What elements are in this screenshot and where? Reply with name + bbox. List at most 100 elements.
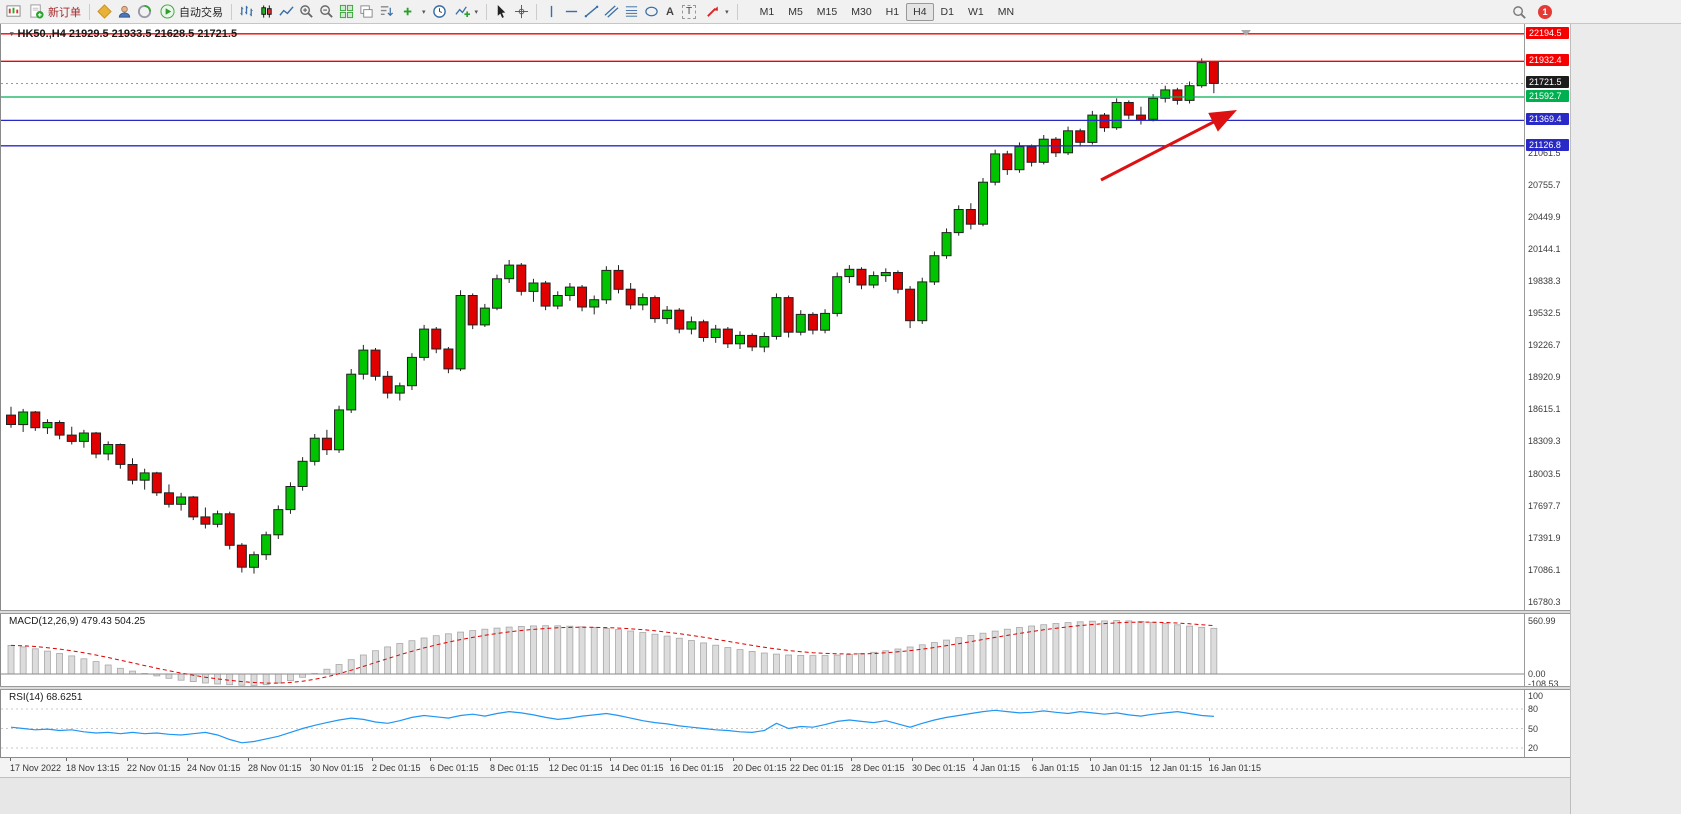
macd-histogram-bar [1161, 622, 1169, 675]
arrows-icon [703, 2, 722, 21]
zoom-out-icon[interactable] [317, 2, 336, 21]
tile-windows-icon[interactable] [337, 2, 356, 21]
candle-body [334, 409, 345, 451]
toolbar-right: 1 [1510, 0, 1552, 24]
candle-body [163, 492, 174, 505]
macd-histogram-bar [566, 625, 574, 675]
macd-histogram-bar [736, 649, 744, 675]
label-tool-icon[interactable]: T [681, 4, 697, 19]
candlestick-chart [1, 30, 1524, 574]
price-line-label: 21592.7 [1526, 90, 1569, 102]
cursor-icon[interactable] [492, 2, 511, 21]
indicators-button[interactable]: ▾ [450, 1, 482, 22]
candle-body [346, 373, 357, 411]
candle-body [236, 544, 247, 568]
panel-splitter[interactable] [0, 610, 1570, 614]
shapes-icon[interactable] [642, 2, 661, 21]
candle-body [1184, 85, 1195, 101]
timeframe-w1[interactable]: W1 [967, 5, 984, 18]
chart-shift-marker[interactable] [1241, 30, 1251, 36]
cascade-windows-icon[interactable] [357, 2, 376, 21]
time-axis-label: 14 Dec 01:15 [610, 763, 664, 773]
clock-icon[interactable] [430, 2, 449, 21]
price-axis-tick: 18003.5 [1528, 469, 1561, 479]
main-chart-panel[interactable]: ▾ HK50.,H4 21929.5 21933.5 21628.5 21721… [0, 24, 1524, 610]
candle-body [674, 309, 685, 330]
profile-icon[interactable] [115, 2, 134, 21]
time-axis-label: 30 Dec 01:15 [912, 763, 966, 773]
arrows-button[interactable]: ▾ [700, 1, 732, 22]
time-axis-label: 6 Jan 01:15 [1032, 763, 1080, 773]
vertical-line-icon[interactable] [542, 2, 561, 21]
macd-histogram-bar [615, 629, 622, 675]
indicators-icon [453, 2, 472, 21]
price-axis[interactable]: 21061.5 20755.7 20449.9 20144.1 19838.3 19532… [1524, 24, 1570, 610]
time-axis-tick [1090, 758, 1091, 761]
crosshair-icon[interactable] [512, 2, 531, 21]
candle-body [722, 328, 733, 345]
horizontal-line-icon[interactable] [562, 2, 581, 21]
algo-trading-button[interactable]: 自动交易 [155, 1, 226, 22]
macd-histogram-bar [250, 673, 258, 686]
trend-arrow-object[interactable] [1100, 109, 1238, 182]
macd-histogram-bar [116, 667, 124, 675]
candle-body [18, 411, 29, 426]
time-axis[interactable]: 17 Nov 2022 18 Nov 13:15 22 Nov 01:15 24 No… [0, 757, 1570, 777]
macd-histogram-bar [493, 627, 501, 675]
timeframe-m1[interactable]: M1 [759, 5, 775, 18]
time-axis-label: 18 Nov 13:15 [66, 763, 120, 773]
candle-body [601, 269, 612, 301]
candlestick-icon[interactable] [257, 2, 276, 21]
candle-body [1002, 153, 1013, 171]
candle-body [176, 496, 187, 505]
timeframe-h4[interactable]: H4 [906, 2, 934, 21]
timeframe-d1[interactable]: D1 [940, 5, 954, 18]
metaquotes-icon[interactable] [95, 2, 114, 21]
line-chart-icon[interactable] [277, 2, 296, 21]
rsi-label: RSI(14) 68.6251 [9, 692, 83, 703]
timeframe-group: M1 M5 M15 M30 H1 H4 D1 W1 MN [753, 2, 1021, 21]
macd-histogram-bar [1088, 620, 1096, 675]
candle-body [917, 281, 928, 322]
timeframe-h1[interactable]: H1 [885, 5, 900, 18]
notification-badge[interactable]: 1 [1538, 5, 1552, 19]
rsi-axis[interactable]: 100 80 50 20 [1524, 690, 1570, 757]
macd-axis[interactable]: 560.99 0.00 -108.53 [1524, 614, 1570, 689]
new-window-button[interactable]: ▾ [397, 1, 429, 22]
candle-body [1014, 146, 1025, 171]
candle-body [978, 181, 988, 225]
text-tool-icon[interactable]: A [666, 5, 674, 18]
rsi-chart [1, 708, 1524, 749]
macd-histogram-bar [590, 627, 598, 675]
chart-title-caret-icon[interactable]: ▾ [10, 31, 14, 38]
macd-histogram-bar [627, 630, 635, 675]
time-axis-tick [912, 758, 913, 761]
community-icon[interactable] [135, 2, 154, 21]
new-order-button[interactable]: 新订单 [24, 1, 84, 22]
timeframe-m15[interactable]: M15 [816, 5, 838, 18]
rsi-panel[interactable]: RSI(14) 68.6251 [0, 690, 1524, 757]
candle-body [30, 411, 41, 429]
trendline-icon[interactable] [582, 2, 601, 21]
time-axis-tick [1209, 758, 1210, 761]
timeframe-m5[interactable]: M5 [788, 5, 803, 18]
timeframe-m30[interactable]: M30 [851, 5, 872, 18]
channel-icon[interactable] [602, 2, 621, 21]
macd-histogram-bar [19, 646, 27, 675]
macd-histogram-bar [700, 642, 707, 675]
arrange-windows-icon[interactable] [377, 2, 396, 21]
new-chart-icon[interactable] [4, 2, 23, 21]
fibonacci-icon[interactable] [622, 2, 641, 21]
timeframe-mn[interactable]: MN [997, 5, 1015, 18]
candle-body [759, 336, 770, 348]
macd-histogram-bar [505, 626, 513, 675]
bar-chart-icon[interactable] [237, 2, 256, 21]
macd-histogram-bar [517, 625, 525, 675]
panel-splitter[interactable] [0, 686, 1570, 690]
candle-body [880, 272, 891, 277]
macd-panel[interactable]: MACD(12,26,9) 479.43 504.25 [0, 614, 1524, 686]
candle-body [467, 295, 478, 326]
time-axis-tick [490, 758, 491, 761]
search-icon[interactable] [1510, 3, 1529, 22]
zoom-in-icon[interactable] [297, 2, 316, 21]
